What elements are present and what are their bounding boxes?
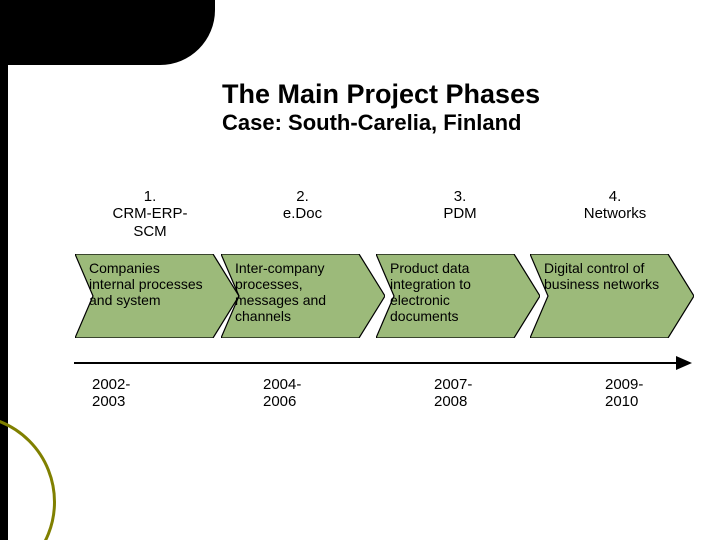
phase-date: 2002-2003 (92, 376, 152, 411)
phase-date: 2004-2006 (263, 376, 323, 411)
timeline-arrowhead-icon (676, 356, 692, 370)
slide: The Main Project Phases Case: South-Care… (0, 0, 720, 540)
phase-header: 3.PDM (380, 188, 540, 248)
phase-arrow: Digital control of business networks (530, 254, 694, 338)
phase-body-text: Product data integration to electronic d… (390, 260, 510, 324)
slide-title: The Main Project Phases (222, 80, 652, 108)
phase-number: 3. (454, 188, 467, 205)
phase-label: PDM (443, 205, 476, 222)
phase-label-2: SCM (133, 223, 166, 240)
title-block: The Main Project Phases Case: South-Care… (222, 80, 652, 136)
phase-number: 2. (296, 188, 309, 205)
phase-header: 1.CRM-ERP-SCM (75, 188, 225, 248)
dates-row: 2002-2003 2004-2006 2007-2008 2009-2010 (92, 376, 692, 411)
phase-headers-row: 1.CRM-ERP-SCM2.e.Doc3.PDM4.Networks (75, 188, 690, 248)
olive-circle-decoration (0, 414, 56, 540)
slide-subtitle: Case: South-Carelia, Finland (222, 110, 652, 136)
phase-body-text: Companies internal processes and system (89, 260, 209, 308)
phase-label: e.Doc (283, 205, 322, 222)
phase-number: 1. (144, 188, 157, 205)
phase-header: 4.Networks (540, 188, 690, 248)
top-corner-bar (0, 0, 215, 65)
phase-arrow: Companies internal processes and system (75, 254, 239, 338)
phase-header: 2.e.Doc (225, 188, 380, 248)
phase-label: CRM-ERP- (113, 205, 188, 222)
phase-body-text: Inter-company processes, messages and ch… (235, 260, 355, 324)
phase-arrow: Product data integration to electronic d… (376, 254, 540, 338)
phase-arrow: Inter-company processes, messages and ch… (221, 254, 385, 338)
phase-arrows-row: Companies internal processes and system I… (75, 254, 690, 354)
phases-container: 1.CRM-ERP-SCM2.e.Doc3.PDM4.Networks Comp… (75, 188, 690, 354)
phase-body-text: Digital control of business networks (544, 260, 664, 292)
phase-date: 2007-2008 (434, 376, 494, 411)
timeline-axis (74, 362, 684, 364)
phase-number: 4. (609, 188, 622, 205)
phase-date: 2009-2010 (605, 376, 665, 411)
phase-label: Networks (584, 205, 647, 222)
